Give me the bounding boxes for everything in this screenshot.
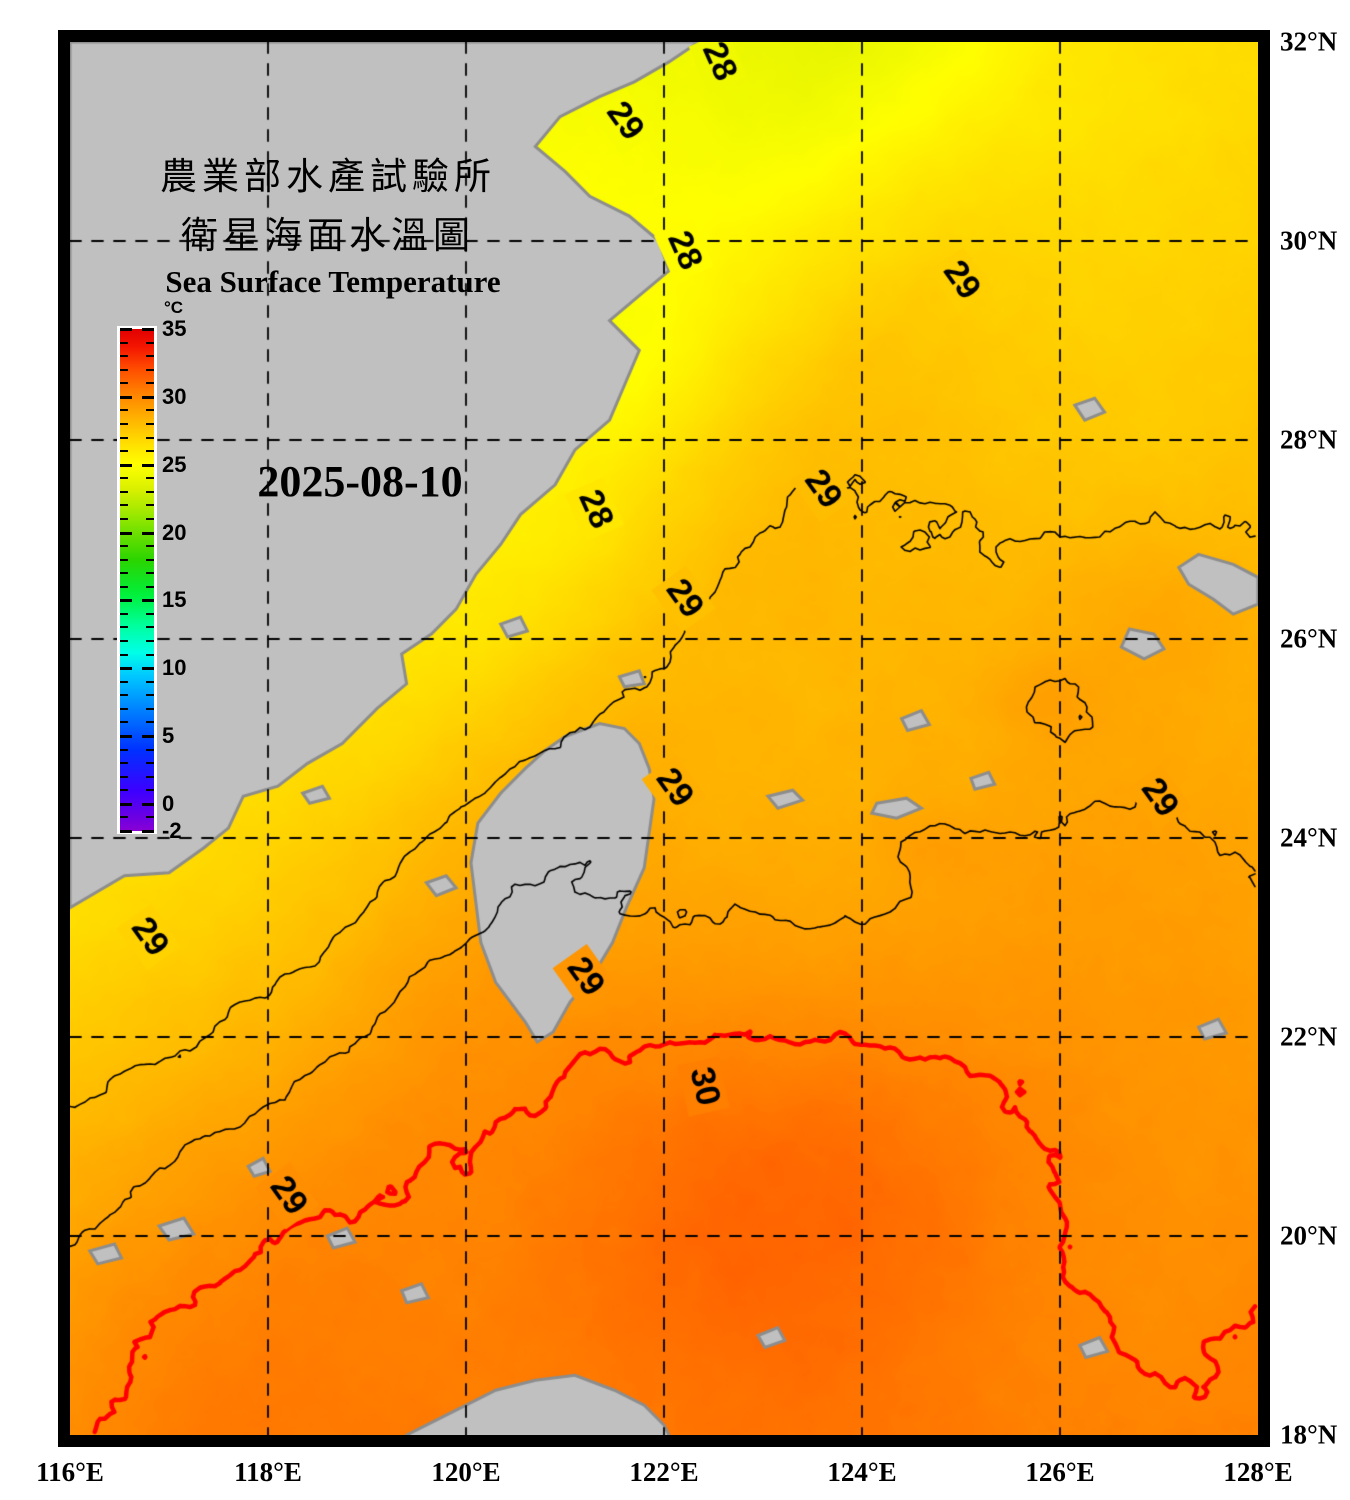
lat-tick-label-26: 26°N bbox=[1280, 623, 1338, 654]
lat-tick-label-22: 22°N bbox=[1280, 1021, 1338, 1052]
lat-tick-label-20: 20°N bbox=[1280, 1220, 1338, 1251]
lat-tick-label-18: 18°N bbox=[1280, 1419, 1338, 1450]
lon-tick-label-122: 122°E bbox=[629, 1457, 699, 1487]
sst-raster-canvas bbox=[70, 42, 1258, 1435]
lon-tick-label-116: 116°E bbox=[36, 1457, 104, 1487]
lon-tick-label-124: 124°E bbox=[827, 1457, 897, 1487]
lat-tick-label-30: 30°N bbox=[1280, 225, 1338, 256]
lon-tick-label-118: 118°E bbox=[234, 1457, 302, 1487]
lon-tick-label-128: 128°E bbox=[1223, 1457, 1293, 1487]
lat-tick-label-24: 24°N bbox=[1280, 822, 1338, 853]
lon-tick-label-126: 126°E bbox=[1025, 1457, 1095, 1487]
lon-tick-label-120: 120°E bbox=[431, 1457, 501, 1487]
lat-tick-label-28: 28°N bbox=[1280, 424, 1338, 455]
lat-tick-label-32: 32°N bbox=[1280, 26, 1338, 57]
sst-map-frame: 農業部水產試驗所 衛星海面水溫圖 Sea Surface Temperature… bbox=[58, 30, 1270, 1447]
